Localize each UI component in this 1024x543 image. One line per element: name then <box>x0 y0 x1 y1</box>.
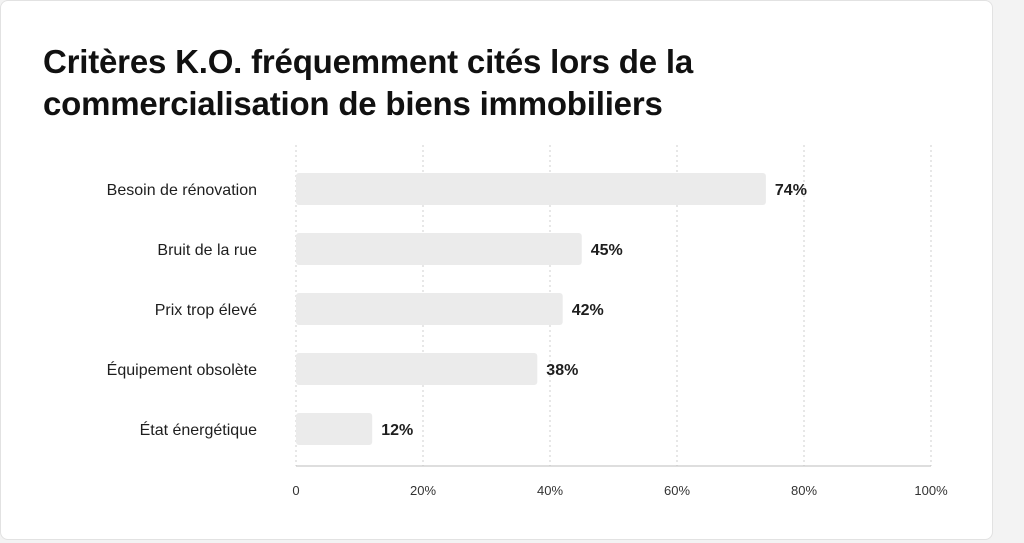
value-label: 38% <box>546 362 578 379</box>
chart-title: Critères K.O. fréquemment cités lors de … <box>43 43 693 122</box>
category-label: Besoin de rénovation <box>107 182 257 199</box>
value-label: 12% <box>381 422 413 439</box>
value-label: 42% <box>572 302 604 319</box>
x-tick-label: 100% <box>914 483 948 498</box>
x-tick-label: 80% <box>791 483 817 498</box>
category-label: Bruit de la rue <box>157 242 257 259</box>
x-tick-label: 20% <box>410 483 436 498</box>
bar <box>296 293 563 325</box>
value-label: 74% <box>775 182 807 199</box>
value-label: 45% <box>591 242 623 259</box>
chart-card: Critères K.O. fréquemment cités lors de … <box>0 0 993 540</box>
x-tick-label: 60% <box>664 483 690 498</box>
category-label: Prix trop élevé <box>155 302 257 319</box>
bar-chart: 0 20% 40% 60% 80% 100% Besoin de rénovation 74%… <box>107 145 948 498</box>
bar <box>296 233 582 265</box>
bar <box>296 413 373 445</box>
category-label: Équipement obsolète <box>107 360 257 379</box>
x-tick-label: 0 <box>292 483 299 498</box>
bar <box>296 173 766 205</box>
bar <box>296 353 538 385</box>
category-label: État énergétique <box>140 420 258 439</box>
x-tick-label: 40% <box>537 483 563 498</box>
